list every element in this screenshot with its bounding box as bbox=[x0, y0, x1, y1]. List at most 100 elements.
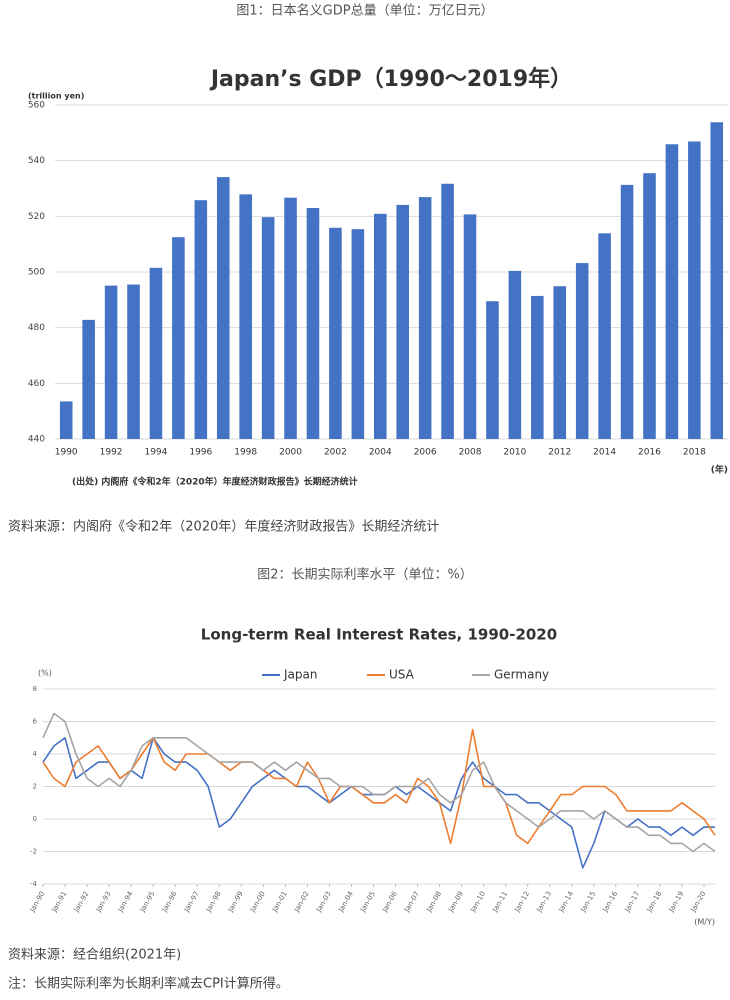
x-tick-label: Jan-06 bbox=[380, 890, 399, 915]
bar bbox=[172, 237, 185, 439]
x-tick-label: Jan-18 bbox=[645, 890, 664, 914]
bar bbox=[598, 233, 611, 439]
x-tick-label: 2018 bbox=[683, 448, 706, 458]
x-tick-label: Jan-04 bbox=[336, 890, 355, 915]
bar bbox=[216, 177, 230, 440]
y-tick-label: -2 bbox=[30, 848, 37, 856]
x-tick-label: Jan-95 bbox=[138, 890, 157, 914]
y-tick-label: 540 bbox=[28, 156, 45, 166]
x-tick-label: Jan-13 bbox=[535, 890, 554, 914]
x-axis-label: (M/Y) bbox=[694, 918, 715, 927]
x-tick-label: 2012 bbox=[548, 448, 571, 458]
x-tick-label: Jan-91 bbox=[50, 890, 69, 914]
bar bbox=[329, 227, 342, 439]
y-axis-label: (trillion yen) bbox=[28, 92, 84, 101]
bar bbox=[531, 295, 544, 439]
source: 资料来源：经合组织(2021年) bbox=[8, 948, 181, 963]
bar bbox=[59, 401, 73, 439]
y-tick-label: 480 bbox=[28, 323, 45, 333]
x-tick-label: 2014 bbox=[593, 448, 616, 458]
series-line bbox=[42, 712, 716, 853]
x-tick-label: Jan-01 bbox=[270, 890, 289, 914]
bar bbox=[82, 319, 95, 439]
x-tick-label: 2004 bbox=[369, 448, 392, 458]
bar bbox=[665, 144, 679, 439]
y-tick-label: 0 bbox=[33, 815, 37, 823]
chart-note: (出处) 内阁府《令和2年（2020年）年度经济财政报告》长期经济统计 bbox=[72, 476, 358, 488]
x-tick-label: Jan-11 bbox=[491, 890, 510, 914]
x-axis-unit: (年) bbox=[711, 464, 728, 476]
x-tick-label: Jan-00 bbox=[248, 890, 267, 914]
bar bbox=[149, 267, 163, 439]
x-tick-label: Jan-03 bbox=[314, 890, 333, 914]
x-tick-label: 1992 bbox=[100, 448, 123, 458]
x-tick-label: Jan-98 bbox=[204, 890, 223, 914]
bar bbox=[261, 217, 275, 439]
bar bbox=[643, 173, 656, 440]
bar bbox=[710, 122, 724, 440]
legend-label: Japan bbox=[283, 668, 317, 682]
bar bbox=[351, 229, 365, 439]
x-tick-label: Jan-09 bbox=[447, 890, 466, 914]
x-tick-label: 2008 bbox=[459, 448, 482, 458]
y-tick-label: 460 bbox=[28, 379, 45, 389]
x-tick-label: Jan-07 bbox=[402, 890, 421, 914]
bar bbox=[418, 197, 432, 439]
x-tick-label: 1990 bbox=[55, 448, 78, 458]
x-tick-label: Jan-99 bbox=[226, 890, 245, 914]
bar bbox=[306, 207, 320, 439]
bar bbox=[553, 286, 567, 439]
y-tick-label: 520 bbox=[28, 212, 45, 222]
y-tick-label: 8 bbox=[33, 685, 37, 693]
figure-caption: 图1：日本名义GDP总量（单位：万亿日元） bbox=[236, 3, 493, 19]
y-tick-label: -4 bbox=[30, 880, 38, 888]
legend-label: Germany bbox=[494, 668, 549, 682]
x-tick-label: Jan-10 bbox=[469, 890, 488, 914]
x-tick-label: Jan-17 bbox=[623, 890, 642, 914]
bar bbox=[463, 214, 477, 439]
bar bbox=[688, 141, 701, 439]
y-tick-label: 4 bbox=[33, 750, 38, 758]
note: 注：长期实际利率为长期利率减去CPI计算所得。 bbox=[8, 976, 289, 992]
bar bbox=[486, 301, 499, 439]
x-tick-label: Jan-19 bbox=[667, 890, 686, 914]
bar bbox=[239, 194, 252, 439]
series-line bbox=[42, 728, 716, 845]
x-tick-label: Jan-08 bbox=[425, 890, 444, 914]
x-tick-label: Jan-14 bbox=[557, 890, 576, 915]
bar bbox=[374, 213, 387, 439]
x-tick-label: 1994 bbox=[144, 448, 167, 458]
bar bbox=[104, 285, 118, 439]
x-tick-label: 2006 bbox=[414, 448, 437, 458]
x-tick-label: 2002 bbox=[324, 448, 347, 458]
x-tick-label: Jan-92 bbox=[72, 890, 91, 914]
x-tick-label: 1998 bbox=[234, 448, 257, 458]
bar bbox=[620, 184, 634, 439]
x-tick-label: Jan-12 bbox=[513, 890, 532, 914]
bar bbox=[396, 204, 409, 439]
chart-title: Long-term Real Interest Rates, 1990-2020 bbox=[201, 626, 557, 644]
x-tick-label: Jan-94 bbox=[116, 890, 135, 915]
bar bbox=[441, 183, 454, 439]
x-tick-label: Jan-96 bbox=[160, 890, 179, 915]
x-tick-label: 2000 bbox=[279, 448, 302, 458]
bar bbox=[194, 200, 208, 439]
y-axis-label: (%) bbox=[38, 669, 52, 678]
y-tick-label: 440 bbox=[28, 435, 45, 445]
x-tick-label: Jan-20 bbox=[689, 890, 708, 914]
x-tick-label: Jan-90 bbox=[28, 890, 47, 914]
x-tick-label: Jan-15 bbox=[579, 890, 598, 914]
legend-label: USA bbox=[389, 668, 415, 682]
x-tick-label: 1996 bbox=[189, 448, 212, 458]
x-tick-label: Jan-02 bbox=[292, 890, 311, 914]
x-tick-label: Jan-93 bbox=[94, 890, 113, 914]
y-tick-label: 560 bbox=[28, 101, 45, 111]
bar bbox=[575, 263, 589, 439]
y-tick-label: 6 bbox=[33, 718, 38, 726]
x-tick-label: Jan-16 bbox=[601, 890, 620, 915]
bar bbox=[508, 270, 522, 439]
y-tick-label: 500 bbox=[28, 268, 45, 278]
x-tick-label: Jan-97 bbox=[182, 890, 201, 914]
